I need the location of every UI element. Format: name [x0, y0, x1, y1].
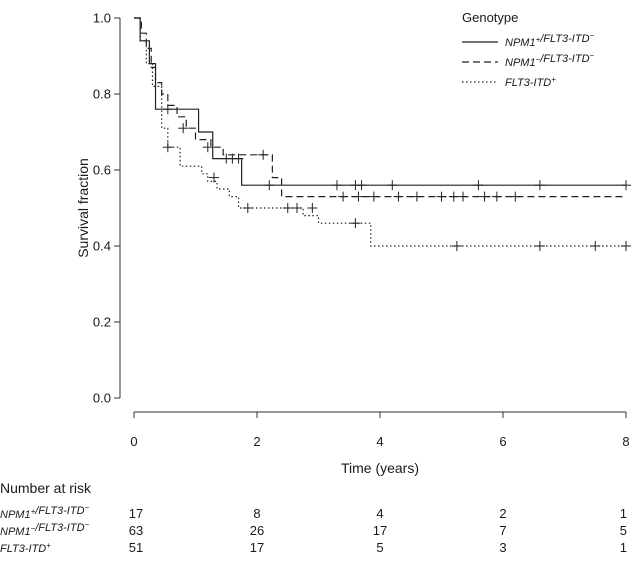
y-tick-label: 1.0: [93, 11, 111, 26]
legend: Genotype NPM1+/FLT3-ITD−NPM1−/FLT3-ITD−F…: [462, 10, 595, 89]
survival-curve: [134, 17, 626, 198]
risk-label-sup: −: [85, 520, 90, 529]
legend-text-part: NPM1: [505, 37, 536, 49]
risk-label-sup: +: [31, 507, 36, 516]
x-tick-label: 8: [622, 434, 629, 449]
risk-count: 4: [376, 506, 383, 521]
survival-curves: [134, 17, 631, 251]
risk-table: Number at risk NPM1+/FLT3-ITD− 17 8 4 2 1NPM1…: [0, 480, 627, 555]
legend-sup: +: [536, 35, 541, 44]
legend-text-part: FLT3-ITD: [505, 77, 551, 89]
risk-count: 17: [129, 506, 143, 521]
x-tick-label: 0: [130, 434, 137, 449]
risk-label-sup: +: [46, 541, 51, 550]
y-tick-label: 0.4: [93, 239, 111, 254]
risk-label-part: /FLT3-ITD: [34, 505, 84, 517]
legend-entry-label: FLT3-ITD+: [505, 75, 556, 89]
risk-row-label: NPM1−/FLT3-ITD−: [0, 520, 90, 538]
risk-count: 7: [499, 523, 506, 538]
x-tick-label: 4: [376, 434, 383, 449]
risk-count: 51: [129, 540, 143, 555]
legend-sup: −: [590, 51, 595, 60]
risk-count: 1: [620, 540, 627, 555]
risk-count: 17: [373, 523, 387, 538]
risk-count: 1: [620, 506, 627, 521]
legend-text-part: NPM1: [505, 57, 536, 69]
legend-sup: −: [536, 55, 541, 64]
series-dashed: [134, 17, 626, 202]
survival-curve: [134, 17, 626, 247]
risk-count: 5: [620, 523, 627, 538]
risk-label-sup: −: [85, 503, 90, 512]
y-tick-label: 0.0: [93, 391, 111, 406]
risk-count: 17: [250, 540, 264, 555]
x-tick-label: 2: [253, 434, 260, 449]
x-tick-label: 6: [499, 434, 506, 449]
y-tick-label: 0.2: [93, 315, 111, 330]
legend-entry-label: NPM1+/FLT3-ITD−: [505, 31, 595, 49]
legend-text-part: /FLT3-ITD: [539, 33, 589, 45]
series-dotted: [134, 17, 631, 251]
risk-count: 2: [499, 506, 506, 521]
x-axis-ticks: 0 2 4 6 8: [130, 412, 630, 449]
risk-count: 3: [499, 540, 506, 555]
legend-entry-label: NPM1−/FLT3-ITD−: [505, 51, 595, 69]
y-axis-ticks: 0.0 0.2 0.4 0.6 0.8 1.0: [93, 11, 120, 406]
y-tick-label: 0.8: [93, 87, 111, 102]
risk-count: 8: [253, 506, 260, 521]
x-axis-title: Time (years): [341, 460, 419, 476]
risk-label-sup: −: [31, 524, 36, 533]
risk-row-label: FLT3-ITD+: [0, 541, 51, 555]
risk-count: 63: [129, 523, 143, 538]
risk-label-part: NPM1: [0, 509, 31, 521]
legend-text-part: /FLT3-ITD: [539, 53, 589, 65]
risk-label-part: /FLT3-ITD: [34, 522, 84, 534]
y-tick-label: 0.6: [93, 163, 111, 178]
risk-count: 5: [376, 540, 383, 555]
risk-row-label: NPM1+/FLT3-ITD−: [0, 503, 90, 521]
risk-count: 26: [250, 523, 264, 538]
legend-title: Genotype: [462, 10, 518, 25]
risk-label-part: NPM1: [0, 526, 31, 538]
legend-sup: +: [551, 75, 556, 84]
risk-label-part: FLT3-ITD: [0, 543, 46, 555]
y-axis-title: Survival fraction: [75, 158, 91, 258]
legend-sup: −: [590, 31, 595, 40]
risk-table-title: Number at risk: [0, 480, 92, 496]
